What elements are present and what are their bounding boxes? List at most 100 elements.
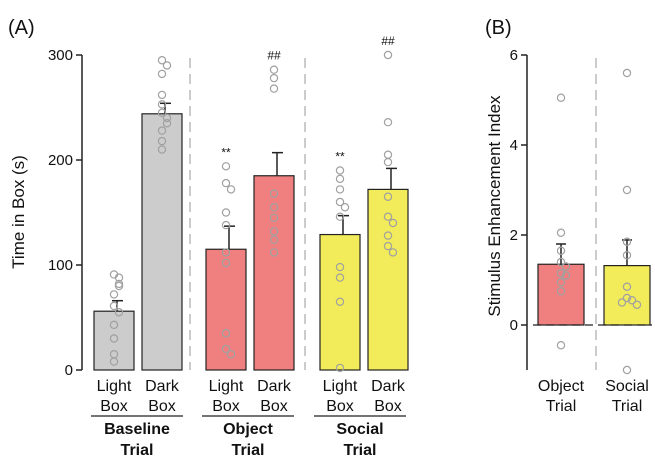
data-point <box>269 213 279 222</box>
data-point <box>269 235 279 244</box>
bar-label: Box <box>260 398 288 415</box>
data-point <box>383 192 393 201</box>
data-point <box>335 197 345 207</box>
y-tick-label: 200 <box>48 152 73 169</box>
data-point <box>383 231 393 240</box>
data-point <box>556 287 566 296</box>
data-point <box>269 203 279 212</box>
y-tick-label: 6 <box>510 47 518 64</box>
data-point <box>157 100 167 109</box>
data-point <box>157 136 167 146</box>
bar-label: Dark <box>145 378 180 395</box>
bar <box>93 310 135 371</box>
data-point <box>226 185 236 194</box>
data-point <box>622 68 632 78</box>
bar-label: Box <box>326 398 354 415</box>
bar <box>319 233 361 371</box>
data-point <box>632 300 642 309</box>
data-point <box>556 228 566 237</box>
data-point <box>157 108 167 117</box>
data-point <box>383 150 393 159</box>
bar-label: Light <box>97 378 132 395</box>
data-point <box>269 189 279 198</box>
data-point <box>383 241 393 251</box>
data-point <box>226 350 236 359</box>
y-tick-label: 300 <box>48 47 73 64</box>
panel-b-label: (B) <box>485 17 512 39</box>
data-point <box>109 334 119 343</box>
data-point <box>335 174 345 184</box>
data-point <box>109 301 119 311</box>
panel-a-y-axis-title: Time in Box (s) <box>9 155 28 269</box>
panel-a-label: (A) <box>8 17 35 39</box>
data-point <box>221 178 231 188</box>
data-point <box>114 281 124 291</box>
data-point <box>335 363 345 373</box>
bar <box>141 113 183 371</box>
group-label: Trial <box>232 442 265 459</box>
data-point <box>221 208 231 217</box>
bar-label: Dark <box>371 378 406 395</box>
bar-label: Box <box>374 398 402 415</box>
data-point <box>556 246 566 255</box>
data-point <box>383 212 393 221</box>
data-point <box>269 65 279 74</box>
bar-label: Trial <box>546 398 577 415</box>
data-point <box>114 273 124 282</box>
data-point <box>221 248 231 257</box>
data-point <box>622 251 632 260</box>
data-point <box>269 227 279 236</box>
data-point <box>388 218 398 228</box>
data-point <box>556 93 566 102</box>
data-point <box>109 320 119 330</box>
data-point <box>335 185 345 194</box>
data-point <box>556 341 566 350</box>
bar-label: Box <box>100 398 128 415</box>
bar-label: Social <box>605 378 649 395</box>
data-point <box>383 157 393 167</box>
data-point <box>622 293 632 303</box>
data-point <box>383 117 393 127</box>
group-label: Object <box>223 421 273 438</box>
bar-label: Box <box>148 398 176 415</box>
bar-label: Dark <box>257 378 292 395</box>
data-point <box>556 269 566 278</box>
bar-label: Box <box>212 398 240 415</box>
bar <box>367 188 409 371</box>
y-tick-label: 0 <box>510 317 518 334</box>
significance-marker: ## <box>381 34 395 48</box>
data-point <box>627 296 637 305</box>
data-point <box>221 220 231 230</box>
group-label: Baseline <box>104 421 170 438</box>
data-point <box>221 329 231 338</box>
data-point <box>269 73 279 83</box>
data-point <box>157 56 167 65</box>
panel-b-y-axis-title: Stimulus Enhancement Index <box>485 95 504 317</box>
y-tick-label: 4 <box>510 137 518 154</box>
data-point <box>561 271 571 280</box>
data-point <box>383 50 393 60</box>
data-point <box>157 69 167 79</box>
bar-label: Light <box>209 378 244 395</box>
y-tick-label: 0 <box>65 362 73 379</box>
data-point <box>335 166 345 175</box>
data-point <box>157 90 167 100</box>
data-point <box>561 262 571 271</box>
y-tick-label: 2 <box>510 227 518 244</box>
data-point <box>617 298 627 307</box>
data-point <box>269 248 279 257</box>
data-point <box>162 119 172 128</box>
bar-label: Object <box>538 378 585 395</box>
significance-marker: ## <box>267 49 281 63</box>
data-point <box>388 248 398 257</box>
data-point <box>109 357 119 366</box>
data-point <box>622 365 632 375</box>
data-point <box>335 262 345 272</box>
data-point <box>221 258 231 268</box>
data-point <box>114 308 124 317</box>
data-point <box>221 344 231 354</box>
bar <box>603 265 651 326</box>
bar <box>253 175 295 371</box>
bar-label: Trial <box>612 398 643 415</box>
